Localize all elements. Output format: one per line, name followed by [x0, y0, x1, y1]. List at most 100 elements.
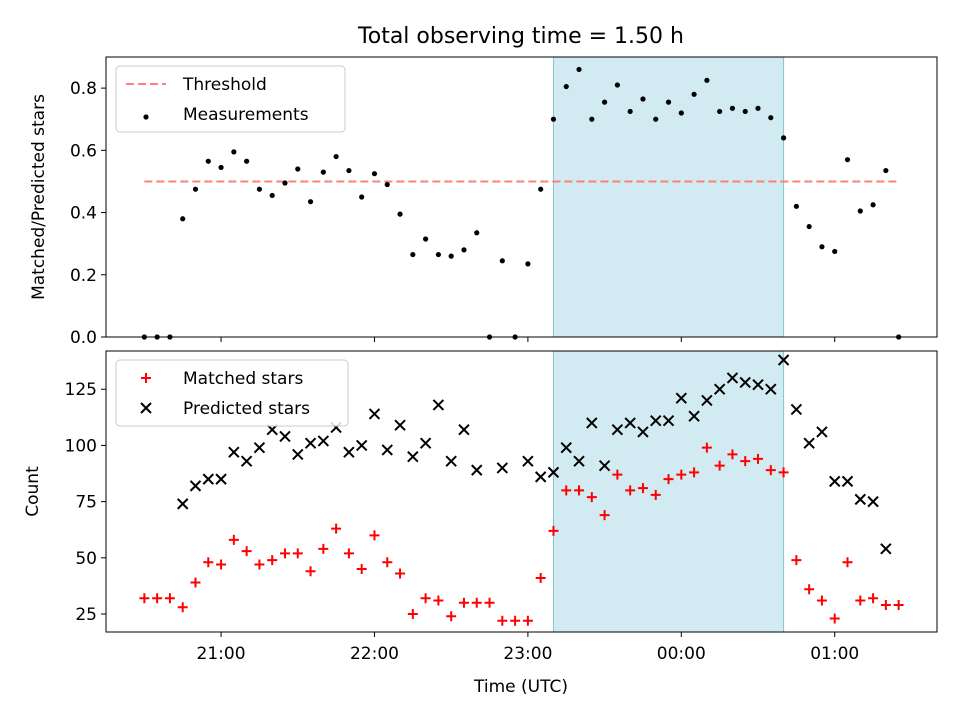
measurement-point — [244, 158, 250, 164]
measurement-point — [640, 96, 646, 102]
predicted-star-point — [560, 441, 572, 454]
matched-star-point — [535, 573, 546, 584]
predicted-star-point — [790, 403, 803, 416]
measurement-point — [256, 186, 263, 192]
matched-star-point — [369, 530, 380, 541]
legend-box — [115, 359, 349, 427]
matched-star-point — [753, 453, 764, 464]
matched-star-point — [471, 597, 482, 608]
observing-window-span — [552, 350, 785, 633]
matched-star-point — [497, 615, 508, 626]
measurement-point — [550, 116, 557, 122]
matched-star-point — [152, 593, 163, 604]
y-tick-label: 50 — [75, 549, 97, 569]
predicted-star-point — [586, 417, 598, 429]
measurement-point — [333, 153, 339, 160]
predicted-star-point — [407, 450, 419, 463]
matched-star-point — [267, 555, 278, 566]
predicted-star-point — [701, 394, 713, 407]
predicted-star-point — [445, 455, 457, 467]
legend-box — [115, 65, 346, 133]
predicted-star-point — [713, 383, 726, 395]
matched-star-point — [433, 595, 444, 606]
matched-star-point — [203, 557, 214, 568]
measurement-point — [384, 181, 390, 188]
predicted-star-point — [189, 480, 202, 492]
predicted-star-point — [662, 414, 675, 427]
matched-star-point — [407, 609, 418, 620]
measurement-point — [793, 203, 799, 209]
matched-star-point — [791, 555, 802, 566]
matched-star-point — [880, 600, 891, 611]
matched-star-point — [804, 584, 815, 595]
measurement-point — [461, 247, 467, 253]
legend-label: Predicted stars — [183, 399, 310, 419]
matched-star-point — [522, 615, 533, 626]
matched-star-point — [637, 483, 648, 494]
matched-star-point — [689, 467, 700, 478]
measurement-point — [269, 192, 275, 199]
predicted-star-point — [637, 426, 649, 438]
y-axis-label: Matched/Predicted stars — [29, 94, 49, 300]
matched-star-point — [446, 611, 457, 622]
predicted-star-point — [394, 419, 406, 431]
predicted-star-point — [739, 376, 751, 389]
matched-star-point — [714, 460, 725, 471]
predicted-star-point — [829, 475, 841, 488]
y-tick-label: 0.4 — [70, 204, 97, 224]
x-tick-label: 22:00 — [350, 644, 399, 664]
matched-star-point — [727, 449, 738, 460]
matched-star-point — [177, 602, 188, 613]
measurement-point — [844, 157, 851, 163]
predicted-star-point — [304, 437, 317, 449]
predicted-star-point — [368, 408, 381, 420]
measurement-point — [307, 199, 314, 205]
y-tick-label: 25 — [75, 605, 97, 625]
predicted-star-point — [432, 399, 445, 411]
matched-star-point — [241, 546, 252, 557]
y-tick-label: 125 — [65, 380, 97, 400]
measurement-point — [371, 171, 378, 177]
matched-star-point — [893, 600, 904, 611]
matched-star-point — [599, 510, 610, 521]
legend-matched-swatch — [141, 373, 151, 383]
matched-star-point — [676, 469, 687, 480]
predicted-star-point — [419, 437, 432, 449]
measurement-point — [525, 261, 531, 267]
matched-star-point — [254, 559, 265, 570]
x-tick-label: 23:00 — [503, 644, 552, 664]
measurement-point — [218, 164, 224, 171]
matched-star-point — [778, 467, 789, 478]
x-tick-label: 21:00 — [197, 644, 246, 664]
measurement-point — [704, 77, 710, 83]
measurement-point — [576, 66, 582, 73]
matched-star-point — [420, 593, 431, 604]
predicted-star-point — [317, 435, 330, 447]
predicted-star-point — [611, 423, 624, 436]
matched-star-point — [612, 469, 623, 480]
matched-star-point — [216, 559, 227, 570]
measurement-point — [832, 248, 838, 255]
legend-predicted-swatch — [140, 402, 152, 414]
x-tick-label: 00:00 — [657, 644, 706, 664]
predicted-star-point — [854, 493, 866, 506]
measurement-point — [857, 208, 863, 214]
predicted-star-point — [752, 379, 764, 391]
legend-label: Measurements — [183, 105, 309, 125]
measurement-point — [397, 211, 403, 217]
predicted-star-point — [867, 495, 879, 508]
measurement-point — [346, 167, 352, 174]
y-tick-label: 100 — [65, 436, 97, 456]
measurement-point — [870, 202, 876, 208]
measurement-point — [499, 258, 505, 264]
measurement-point — [742, 108, 748, 115]
chart-title: Total observing time = 1.50 h — [357, 24, 684, 49]
predicted-star-point — [573, 455, 585, 467]
measurement-point — [717, 108, 723, 115]
matched-star-point — [663, 474, 674, 485]
y-tick-label: 75 — [75, 493, 97, 513]
predicted-star-point — [675, 392, 688, 404]
legend-label: Matched stars — [183, 369, 303, 389]
matched-star-point — [586, 492, 597, 503]
